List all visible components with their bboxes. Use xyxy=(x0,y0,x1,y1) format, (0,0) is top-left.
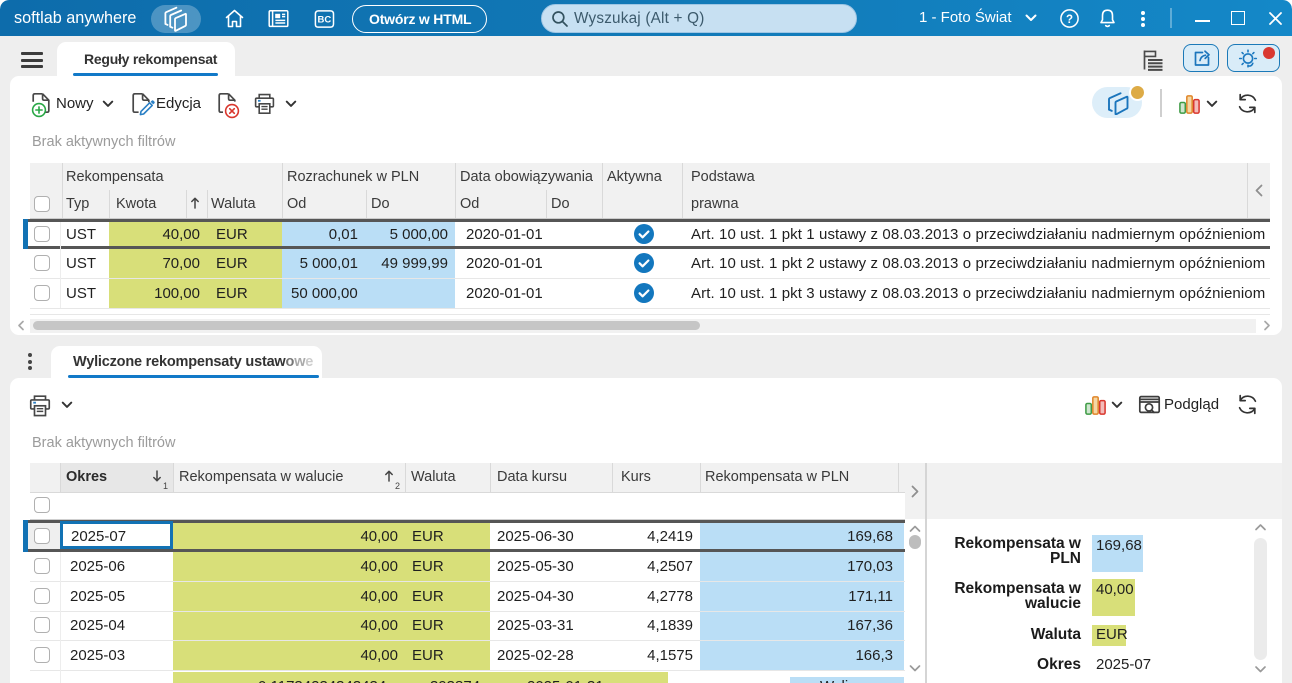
svg-text:?: ? xyxy=(1066,14,1073,26)
svg-text:BC: BC xyxy=(318,14,332,25)
